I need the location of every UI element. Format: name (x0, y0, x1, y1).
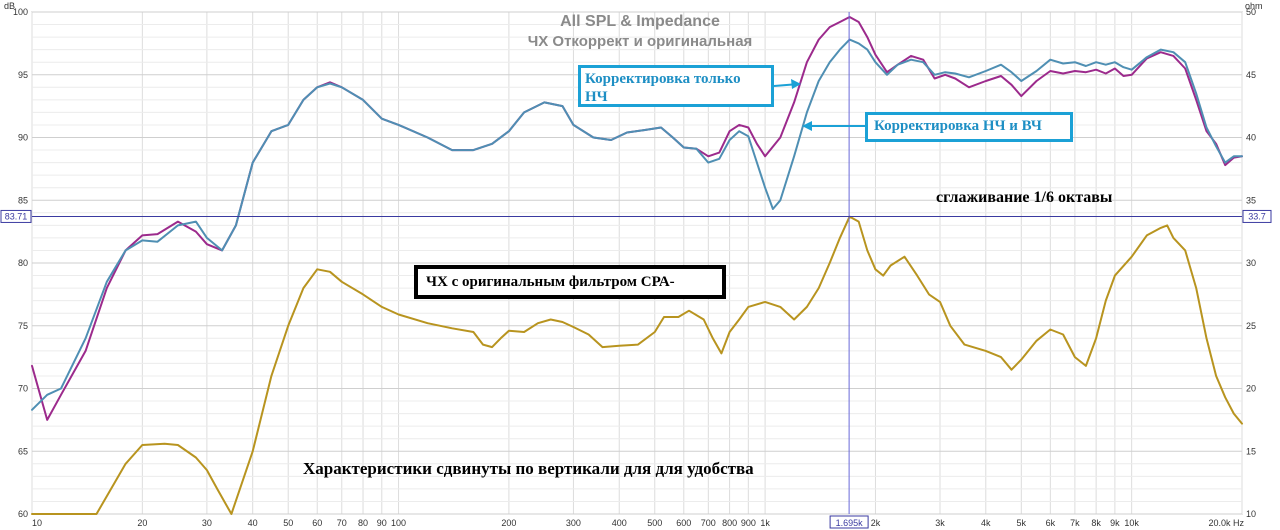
x-tick-label: 6k (1046, 518, 1056, 528)
y-left-tick-label: 65 (18, 446, 28, 456)
vertical-shift-note: Характеристики сдвинуты по вертикали для… (303, 459, 754, 478)
y-left-tick-label: 70 (18, 384, 28, 394)
annotation-lf-hf-correction: Корректировка НЧ и ВЧ (865, 112, 1073, 142)
annotation-arrows (773, 79, 865, 131)
x-tick-label: 600 (676, 518, 691, 528)
cursor-left-value: 83.71 (5, 211, 28, 221)
annotation-original-filter: ЧХ с оригинальным фильтром СРА- (414, 265, 726, 299)
cursor-x-value: 1.695k (836, 518, 864, 528)
x-tick-label: 7k (1070, 518, 1080, 528)
cursor-left-value-box (0, 209, 32, 223)
x-tick-label: 20 (137, 518, 147, 528)
x-tick-label: 10k (1124, 518, 1139, 528)
x-tick-label: 80 (358, 518, 368, 528)
y-left-tick-label: 85 (18, 195, 28, 205)
cursor-x-value-box (829, 515, 869, 529)
right-unit-label: ohm (1245, 1, 1263, 11)
x-tick-label: 300 (566, 518, 581, 528)
y-left-tick-label: 60 (18, 509, 28, 519)
x-tick-label: 3k (935, 518, 945, 528)
x-tick-label: 70 (337, 518, 347, 528)
cursor-crosshair: 83.71 33.7 1.695k (0, 12, 1272, 529)
y-right-tick-label: 45 (1246, 70, 1256, 80)
x-tick-label: 10 (32, 518, 42, 528)
series-line-3 (31, 215, 1243, 515)
y-left-tick-label: 95 (18, 70, 28, 80)
x-tick-label: 400 (612, 518, 627, 528)
x-tick-label: 90 (377, 518, 387, 528)
y-right-tick-label: 50 (1246, 7, 1256, 17)
x-tick-label: 4k (981, 518, 991, 528)
x-tick-label: 8k (1091, 518, 1101, 528)
y-right-tick-label: 15 (1246, 446, 1256, 456)
y-right-tick-label: 40 (1246, 133, 1256, 143)
x-tick-label: 50 (283, 518, 293, 528)
cursor-right-value-box (1242, 209, 1272, 223)
x-tick-label: 2k (871, 518, 881, 528)
y-left-tick-label: 90 (18, 133, 28, 143)
smoothing-note: сглаживание 1/6 октавы (936, 189, 1113, 206)
x-tick-label: 800 (722, 518, 737, 528)
y-left-tick-label: 80 (18, 258, 28, 268)
y-right-tick-label: 35 (1246, 195, 1256, 205)
grid-lines (31, 11, 1243, 515)
y-right-tick-label: 20 (1246, 384, 1256, 394)
series-line-2 (31, 38, 1243, 411)
x-tick-label: 20.0k Hz (1208, 518, 1244, 528)
tick-labels: 10 20 30 40 50 60 70 80 90 100 200 300 400 500 600 700 8… (13, 7, 1256, 528)
chart-subtitle: ЧХ Откоррект и оригинальная (527, 33, 753, 50)
y-right-tick-label: 10 (1246, 509, 1256, 519)
x-tick-label: 700 (701, 518, 716, 528)
x-tick-label: 500 (647, 518, 662, 528)
chart-title: All SPL & Impedance (560, 13, 720, 30)
y-left-tick-label: 100 (13, 7, 28, 17)
x-tick-label: 30 (202, 518, 212, 528)
x-tick-label: 200 (501, 518, 516, 528)
y-left-tick-label: 75 (18, 321, 28, 331)
x-tick-label: 900 (741, 518, 756, 528)
x-tick-label: 60 (312, 518, 322, 528)
x-tick-label: 100 (391, 518, 406, 528)
y-right-tick-label: 25 (1246, 321, 1256, 331)
x-tick-label: 9k (1110, 518, 1120, 528)
left-unit-label: dB (4, 1, 15, 11)
x-tick-label: 5k (1017, 518, 1027, 528)
y-right-tick-label: 30 (1246, 258, 1256, 268)
x-tick-label: 1k (760, 518, 770, 528)
cursor-right-value: 33.7 (1248, 211, 1266, 221)
series-lines (31, 16, 1243, 515)
annotation-lf-correction: Корректировка только НЧ (578, 65, 774, 107)
x-tick-label: 40 (248, 518, 258, 528)
